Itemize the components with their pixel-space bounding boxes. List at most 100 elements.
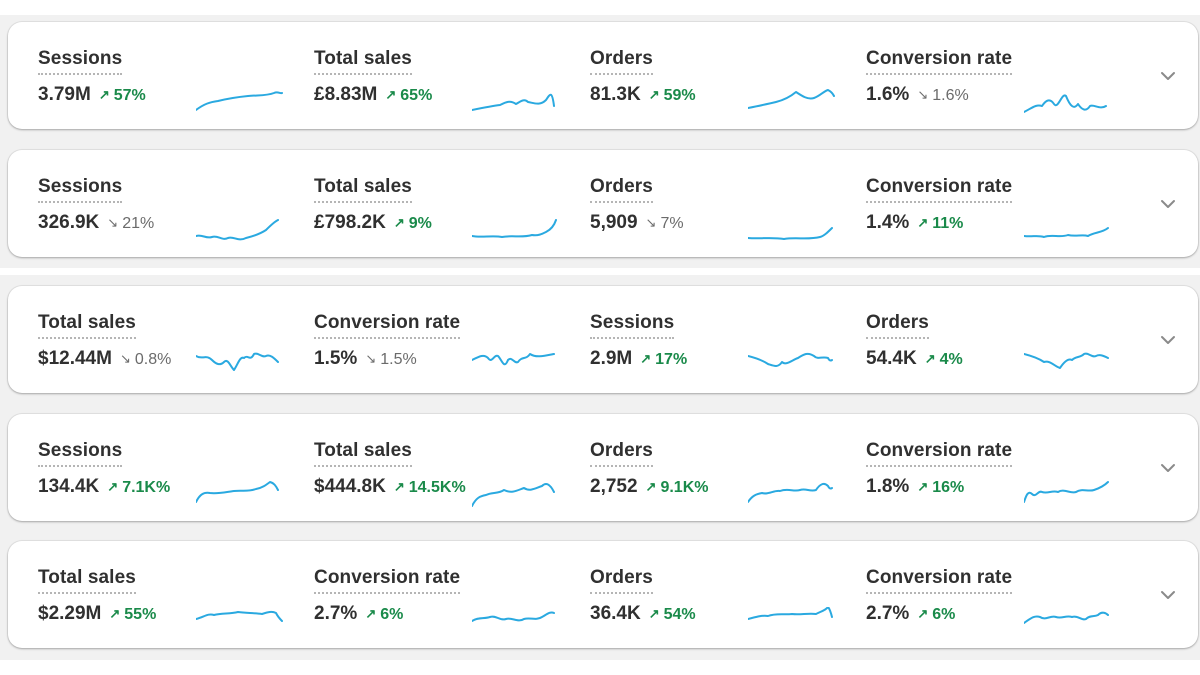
metrics-card[interactable]: Sessions 3.79M ↗ 57% Total sales £8.83M ↗ 65% Or…	[8, 22, 1198, 129]
metric-label[interactable]: Conversion rate	[866, 176, 1013, 203]
metric-value: 1.4%	[866, 212, 910, 233]
chevron-down-icon[interactable]	[1158, 330, 1178, 350]
metric-value: 134.4K	[38, 476, 100, 497]
trend-badge: ↘ 1.6%	[917, 87, 968, 104]
metric-label[interactable]: Conversion rate	[866, 48, 1013, 75]
metrics-card[interactable]: Sessions 326.9K ↘ 21% Total sales £798.2K ↗ 9% O…	[8, 150, 1198, 257]
arrow-up-right-icon: ↗	[924, 351, 936, 366]
metric-value-row: 1.6% ↘ 1.6%	[866, 84, 969, 106]
metric-value: 36.4K	[590, 603, 641, 624]
metric-label[interactable]: Total sales	[314, 48, 412, 75]
metric-value-row: 134.4K ↗ 7.1K%	[38, 476, 170, 498]
trend-badge: ↗ 4%	[925, 351, 963, 368]
sparkline-chart	[1024, 481, 1109, 503]
trend-badge: ↗ 17%	[640, 351, 687, 368]
chevron-down-icon[interactable]	[1158, 458, 1178, 478]
metric-block: Conversion rate 1.4% ↗ 11%	[866, 150, 1136, 257]
sparkline-chart	[748, 482, 833, 503]
metric-label[interactable]: Orders	[590, 567, 653, 594]
trend-badge: ↗ 59%	[649, 87, 696, 104]
sparkline-chart	[196, 219, 279, 241]
trend-badge: ↗ 7.1K%	[107, 479, 170, 496]
trend-badge: ↗ 54%	[649, 606, 696, 623]
metric-label[interactable]: Conversion rate	[314, 312, 461, 339]
sparkline-chart	[748, 607, 833, 620]
metric-label[interactable]: Orders	[590, 176, 653, 203]
metric-value-row: $12.44M ↘ 0.8%	[38, 348, 171, 370]
sparkline-path	[472, 353, 555, 366]
sparkline-path	[748, 607, 833, 620]
metric-block: Total sales $2.29M ↗ 55%	[38, 541, 308, 648]
metric-block: Orders 54.4K ↗ 4%	[866, 286, 1136, 393]
metric-block: Sessions 326.9K ↘ 21%	[38, 150, 308, 257]
sparkline-chart	[748, 352, 833, 367]
trend-percent: 4%	[939, 351, 963, 368]
trend-badge: ↗ 57%	[99, 87, 146, 104]
metric-label[interactable]: Sessions	[38, 176, 123, 203]
metric-value: $12.44M	[38, 348, 112, 369]
metric-label[interactable]: Conversion rate	[866, 440, 1013, 467]
chevron-down-icon[interactable]	[1158, 585, 1178, 605]
metric-value: £798.2K	[314, 212, 386, 233]
arrow-up-right-icon: ↗	[648, 606, 660, 621]
trend-badge: ↗ 11%	[917, 215, 963, 232]
metric-block: Total sales $12.44M ↘ 0.8%	[38, 286, 308, 393]
metric-value-row: 1.8% ↗ 16%	[866, 476, 964, 498]
trend-percent: 6%	[380, 606, 404, 623]
metric-label[interactable]: Conversion rate	[866, 567, 1013, 594]
metric-label[interactable]: Total sales	[38, 312, 136, 339]
metric-block: Orders 5,909 ↘ 7%	[590, 150, 860, 257]
chevron-down-icon[interactable]	[1158, 194, 1178, 214]
trend-percent: 54%	[663, 606, 696, 623]
sparkline-chart	[472, 483, 555, 507]
sparkline-chart	[472, 353, 555, 366]
metric-block: Sessions 2.9M ↗ 17%	[590, 286, 860, 393]
sparkline-path	[1024, 611, 1109, 624]
sparkline-path	[1024, 94, 1107, 113]
sparkline-chart	[472, 219, 557, 238]
metric-value: 2.7%	[866, 603, 910, 624]
metric-label[interactable]: Orders	[590, 440, 653, 467]
arrow-up-right-icon: ↗	[393, 479, 405, 494]
metric-label[interactable]: Total sales	[314, 440, 412, 467]
metric-label[interactable]: Orders	[590, 48, 653, 75]
metric-label[interactable]: Orders	[866, 312, 929, 339]
sparkline-path	[472, 483, 555, 507]
trend-percent: 9%	[408, 215, 432, 232]
metric-value: 3.79M	[38, 84, 91, 105]
metric-value: 81.3K	[590, 84, 641, 105]
metric-value-row: $444.8K ↗ 14.5K%	[314, 476, 466, 498]
sparkline-path	[1024, 227, 1109, 238]
metric-label[interactable]: Sessions	[38, 48, 123, 75]
sparkline-chart	[748, 227, 833, 240]
metric-value-row: 54.4K ↗ 4%	[866, 348, 963, 370]
arrow-up-right-icon: ↗	[385, 87, 397, 102]
metric-block: Orders 36.4K ↗ 54%	[590, 541, 860, 648]
trend-percent: 21%	[122, 215, 155, 232]
trend-badge: ↗ 65%	[385, 87, 432, 104]
metric-value-row: 36.4K ↗ 54%	[590, 603, 696, 625]
trend-badge: ↗ 6%	[917, 606, 955, 623]
metrics-card[interactable]: Total sales $12.44M ↘ 0.8% Conversion rate 1.…	[8, 286, 1198, 393]
trend-percent: 16%	[932, 479, 965, 496]
metric-label[interactable]: Total sales	[38, 567, 136, 594]
sparkline-chart	[1024, 94, 1107, 113]
metric-value: 1.5%	[314, 348, 358, 369]
metric-label[interactable]: Total sales	[314, 176, 412, 203]
metric-block: Conversion rate 1.5% ↘ 1.5%	[314, 286, 584, 393]
sparkline-chart	[1024, 352, 1109, 369]
sparkline-path	[472, 611, 555, 622]
metrics-card[interactable]: Total sales $2.29M ↗ 55% Conversion rate 2.7%…	[8, 541, 1198, 648]
metric-label[interactable]: Sessions	[590, 312, 675, 339]
arrow-up-right-icon: ↗	[393, 215, 405, 230]
metric-label[interactable]: Sessions	[38, 440, 123, 467]
metric-value: $2.29M	[38, 603, 102, 624]
metrics-card[interactable]: Sessions 134.4K ↗ 7.1K% Total sales $444.8K ↗ 1…	[8, 414, 1198, 521]
metric-value-row: 2.7% ↗ 6%	[314, 603, 403, 625]
metric-value: 326.9K	[38, 212, 100, 233]
metric-value-row: 1.4% ↗ 11%	[866, 212, 963, 234]
chevron-down-icon[interactable]	[1158, 66, 1178, 86]
trend-badge: ↗ 14.5K%	[394, 479, 466, 496]
sparkline-path	[748, 89, 835, 109]
metric-label[interactable]: Conversion rate	[314, 567, 461, 594]
